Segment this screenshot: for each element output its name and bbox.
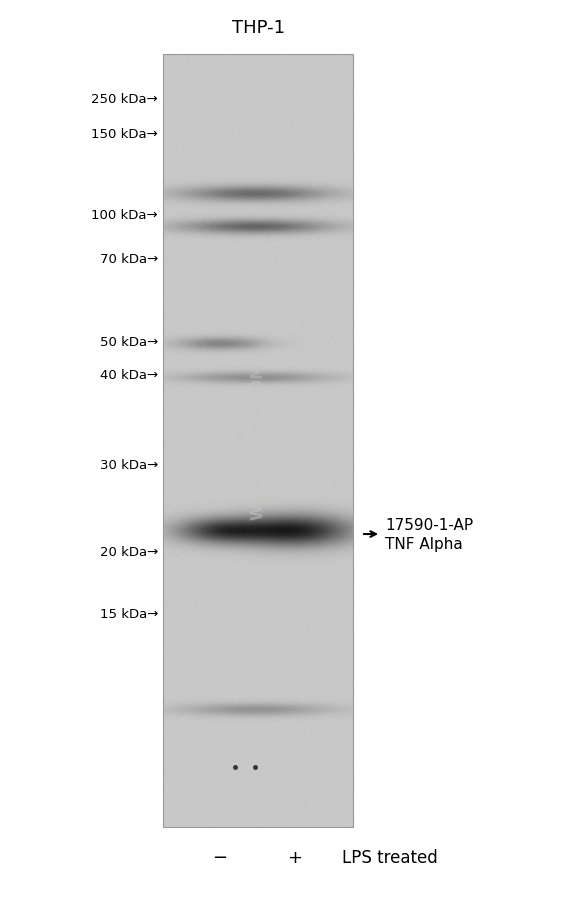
Text: 50 kDa→: 50 kDa→ xyxy=(100,336,158,349)
Text: 70 kDa→: 70 kDa→ xyxy=(100,253,158,266)
Text: THP-1: THP-1 xyxy=(231,19,284,37)
Text: +: + xyxy=(287,848,303,866)
Text: 20 kDa→: 20 kDa→ xyxy=(100,546,158,558)
Text: 17590-1-AP
TNF Alpha: 17590-1-AP TNF Alpha xyxy=(385,517,473,552)
Text: 150 kDa→: 150 kDa→ xyxy=(91,128,158,141)
Text: 40 kDa→: 40 kDa→ xyxy=(100,369,158,382)
Text: LPS treated: LPS treated xyxy=(342,848,438,866)
Text: WWW.PTGAB.COM: WWW.PTGAB.COM xyxy=(250,363,266,520)
Text: 30 kDa→: 30 kDa→ xyxy=(100,458,158,472)
Text: −: − xyxy=(213,848,227,866)
Text: 250 kDa→: 250 kDa→ xyxy=(91,93,158,106)
Text: 100 kDa→: 100 kDa→ xyxy=(91,209,158,222)
Text: 15 kDa→: 15 kDa→ xyxy=(100,607,158,621)
Bar xyxy=(163,55,353,827)
